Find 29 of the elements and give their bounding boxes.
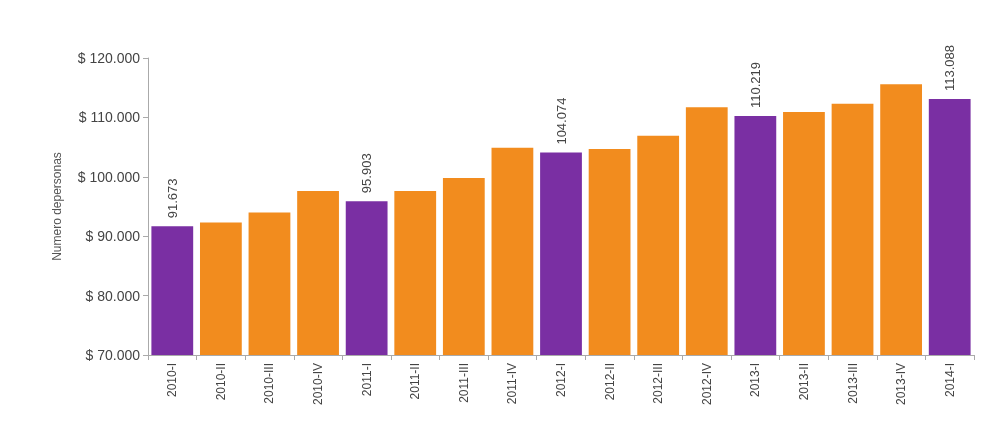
x-tick-label: 2011-I [359,363,374,397]
x-tick-label: 2013-IV [894,363,909,406]
x-tick-label: 2011-III [456,363,471,403]
y-tick-label: $ 100.000 [77,168,141,185]
data-label: 113.088 [942,45,958,92]
x-tick-label: 2013-II [796,363,811,401]
x-tick-label: 2011-II [408,363,423,400]
y-tick-label: $ 120.000 [77,50,141,66]
y-axis-title: Numero depersonas [50,152,64,261]
data-label: 104.074 [553,97,569,145]
x-tick-label: 2010-IV [311,363,326,406]
data-label: 95.903 [359,153,375,194]
x-tick-label: 2013-III [845,363,860,404]
x-tick-label: 2010-II [213,363,228,401]
x-tick-label: 2012-IV [699,363,714,406]
x-tick-label: 2011-IV [505,363,520,405]
y-tick-label: $ 70.000 [85,347,141,363]
x-tick-label: 2014-I [942,363,957,398]
x-tick-label: 2010-III [262,363,277,404]
y-tick-label: $ 110.000 [78,109,141,126]
data-label: 91.673 [164,178,180,219]
data-label: 110.219 [747,62,763,109]
y-tick-label: $ 90.000 [85,228,141,245]
x-tick-label: 2012-I [554,363,568,398]
x-tick-label: 2010-I [165,363,180,398]
x-tick-label: 2012-II [602,363,617,401]
x-tick-label: 2012-III [651,363,666,404]
y-tick-label: $ 80.000 [85,287,141,304]
x-tick-label: 2013-I [748,363,763,398]
